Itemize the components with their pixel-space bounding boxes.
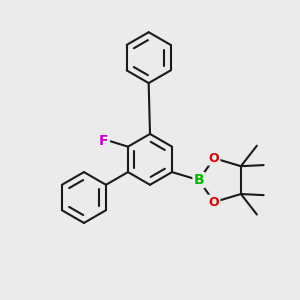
Text: B: B	[194, 173, 204, 187]
Text: F: F	[99, 134, 109, 148]
Text: O: O	[209, 196, 220, 208]
Text: O: O	[209, 152, 220, 165]
